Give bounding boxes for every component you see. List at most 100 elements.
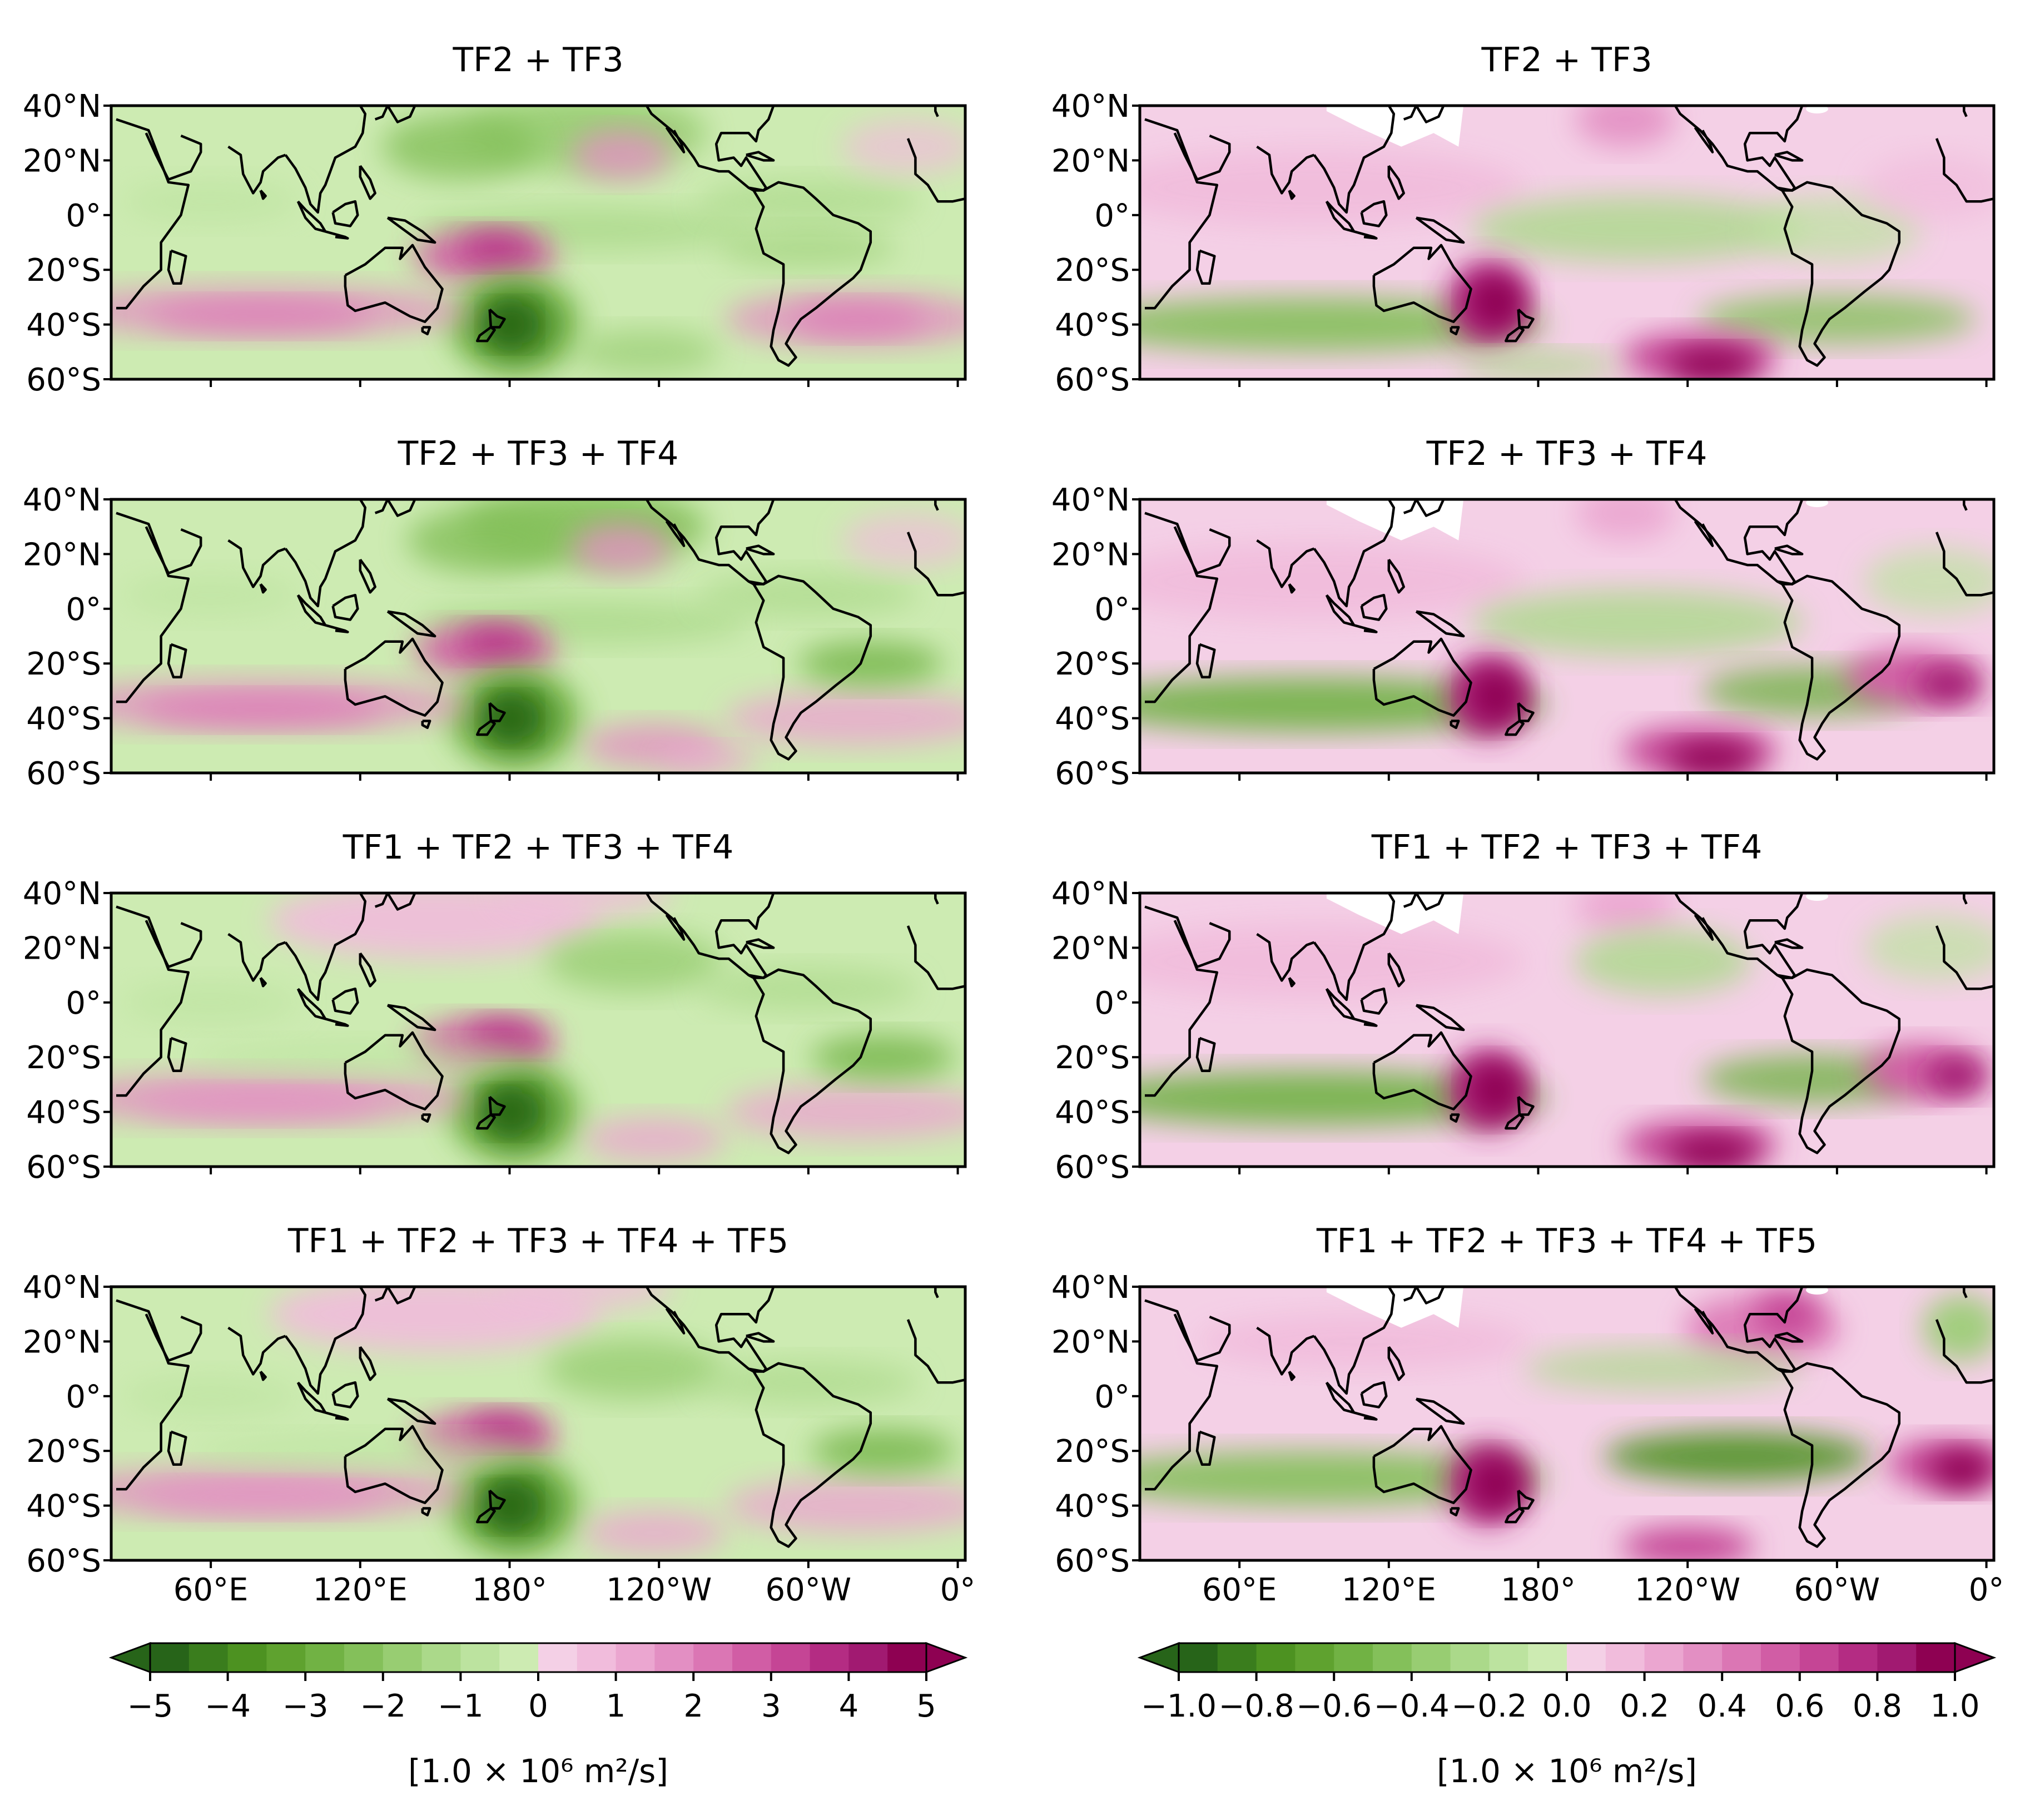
colorbar-segment (887, 1643, 927, 1672)
map-panel-right-4: TF1 + TF2 + TF3 + TF4 + TF5 40°N 20°N 0° 20… (1051, 1222, 2004, 1608)
colorbar-segment (1450, 1643, 1490, 1672)
colorbar-tick-label: −2 (360, 1688, 406, 1724)
lat-tick-label: 60°S (1055, 756, 1130, 792)
colorbar-tick-label: −0.8 (1219, 1688, 1294, 1724)
colorbar-tick-label: 0.4 (1698, 1688, 1747, 1724)
colorbar-segment (1528, 1643, 1567, 1672)
colorbar-segment (188, 1643, 229, 1672)
lon-tick-label: 120°E (313, 1572, 408, 1608)
map-panel-left-3: TF1 + TF2 + TF3 + TF4 40°N 20°N 0° 20°S 40°S… (23, 828, 967, 1186)
lat-tick-label: 0° (66, 1379, 101, 1415)
lat-tick-label: 40°N (23, 1269, 101, 1306)
lat-tick-label: 60°S (26, 362, 101, 398)
colorbar-segment (499, 1643, 539, 1672)
map-frame (1138, 891, 1996, 1168)
panel-title: TF2 + TF3 (452, 41, 623, 80)
coastlines (116, 106, 965, 367)
colorbar-tick-label: −1.0 (1141, 1688, 1217, 1724)
lat-tick-label: 0° (66, 592, 101, 628)
colorbar-segment (1761, 1643, 1800, 1672)
panel-title: TF2 + TF3 (1481, 41, 1652, 80)
colorbar-segment (1567, 1643, 1606, 1672)
lat-tick-label: 0° (1094, 198, 1130, 234)
lon-tick-label: 120°W (1635, 1572, 1740, 1608)
lon-tick-label: 60°E (1202, 1572, 1277, 1608)
colorbar-segment (227, 1643, 267, 1672)
lon-tick-label: 120°E (1342, 1572, 1436, 1608)
coastlines (1144, 893, 1994, 1154)
coastlines (116, 1287, 965, 1548)
colorbar-right: [1.0 × 10⁶ m²/s] −1.0 −0.8 −0.6 −0.4 −0.2 0.0… (1137, 1642, 1997, 1790)
lat-tick-label: 0° (1094, 592, 1130, 628)
colorbar-segment (1644, 1643, 1684, 1672)
colorbar-tick-label: 4 (839, 1688, 859, 1724)
colorbar-segment (1256, 1643, 1296, 1672)
colorbar-segment (1877, 1643, 1917, 1672)
lat-tick-label: 40°S (26, 701, 101, 737)
colorbar-tick-label: 1 (606, 1688, 626, 1724)
lat-tick-label: 20°S (26, 1040, 101, 1076)
map-frame (1138, 104, 1996, 381)
contour-field (1140, 1287, 1994, 1560)
colorbar-segment (1411, 1643, 1451, 1672)
lat-tick-label: 20°N (23, 143, 101, 179)
map-frame (110, 1285, 967, 1562)
missing-data-area (1806, 893, 1829, 901)
panel-title: TF2 + TF3 + TF4 (398, 434, 679, 473)
lat-tick-label: 40°S (1055, 1095, 1130, 1131)
colorbar-segment (1799, 1643, 1839, 1672)
lon-tick-label: 0° (940, 1572, 976, 1608)
colorbar-tick-label: 5 (916, 1688, 936, 1724)
lat-tick-label: 20°S (1055, 1040, 1130, 1076)
colorbar-segment (1722, 1643, 1761, 1672)
lat-tick-label: 20°N (1051, 1324, 1130, 1360)
contour-field (1140, 893, 1994, 1167)
lon-tick-label: 60°W (1794, 1572, 1880, 1608)
lon-tick-label: 180° (472, 1572, 547, 1608)
coastlines (1144, 499, 1994, 761)
colorbar-segment (150, 1643, 190, 1672)
lat-tick-label: 40°S (26, 308, 101, 344)
colorbar-tick-label: 0 (528, 1688, 548, 1724)
colorbar-tick-label: 0.2 (1620, 1688, 1669, 1724)
lat-tick-label: 60°S (26, 1543, 101, 1579)
contour-field (111, 893, 965, 1167)
panel-title: TF1 + TF2 + TF3 + TF4 (343, 828, 734, 867)
colorbar-tick-label: 1.0 (1930, 1688, 1979, 1724)
lat-tick-label: 0° (1094, 985, 1130, 1021)
contour-field (111, 1287, 965, 1560)
colorbar-tick-label: 3 (761, 1688, 781, 1724)
lat-tick-label: 60°S (1055, 1543, 1130, 1579)
colorbar-extend-high (925, 1642, 968, 1674)
missing-data-area (1326, 499, 1464, 540)
lat-tick-label: 40°N (1051, 1269, 1130, 1306)
lat-tick-label: 60°S (26, 756, 101, 792)
lat-tick-label: 40°S (26, 1095, 101, 1131)
map-panel-right-2: TF2 + TF3 + TF4 40°N 20°N 0° 20°S 40°S 60°S (1051, 434, 1996, 792)
lat-tick-label: 20°N (23, 537, 101, 573)
lat-tick-label: 20°N (1051, 143, 1130, 179)
colorbar-segment (771, 1643, 811, 1672)
colorbar-left: [1.0 × 10⁶ m²/s] −5 −4 −3 −2 −1 0 1 2 3 4 5 (108, 1642, 968, 1790)
map-frame (1138, 498, 1996, 775)
missing-data-area (1326, 1287, 1464, 1328)
colorbar-segment (266, 1643, 306, 1672)
colorbar-tick-label: 0.6 (1775, 1688, 1824, 1724)
colorbar-segment (693, 1643, 733, 1672)
lon-tick-label: 0° (1969, 1572, 2004, 1608)
colorbar-tick-label: −0.4 (1374, 1688, 1450, 1724)
colorbar-tick-label: 0.8 (1853, 1688, 1902, 1724)
lat-tick-label: 40°N (1051, 876, 1130, 912)
lat-tick-label: 40°N (1051, 482, 1130, 518)
colorbar-segment (654, 1643, 694, 1672)
lat-tick-label: 60°S (1055, 362, 1130, 398)
panel-title: TF1 + TF2 + TF3 + TF4 + TF5 (1316, 1222, 1817, 1261)
contour-field (111, 499, 965, 773)
colorbar-extend-low (1137, 1642, 1180, 1674)
contour-field (111, 106, 965, 379)
colorbar-segment (1838, 1643, 1878, 1672)
lat-tick-label: 0° (66, 198, 101, 234)
colorbar-tick-label: 2 (683, 1688, 703, 1724)
lat-tick-label: 20°S (1055, 252, 1130, 289)
